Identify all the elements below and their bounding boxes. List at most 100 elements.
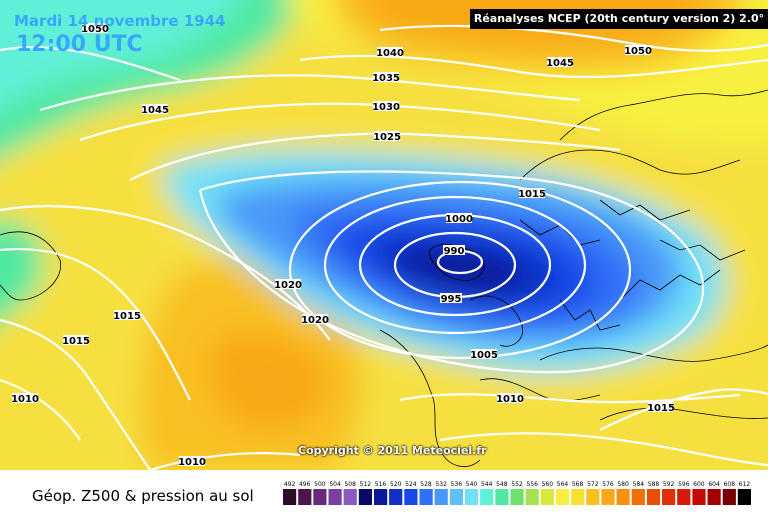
legend-swatch (555, 489, 570, 505)
isobar-label: 1010 (178, 456, 206, 468)
isobar-label: 1050 (624, 45, 652, 57)
isobar-label: 1020 (301, 314, 329, 326)
legend-swatch (495, 489, 509, 505)
isobar-label: 1045 (141, 104, 169, 116)
isobar-label: 1050 (81, 23, 109, 35)
isobar-label: 1045 (546, 57, 574, 69)
legend-tick-label: 608 (724, 481, 736, 488)
legend-tick-label: 540 (466, 481, 478, 488)
svg-text:1050: 1050 (81, 24, 109, 35)
legend-tick-label: 588 (648, 481, 660, 488)
legend-tick-label: 508 (344, 481, 356, 488)
legend-swatch (601, 489, 615, 505)
isobar-label: 1010 (496, 393, 524, 405)
isobar-labels: 1050 1040 1045 1050 1045 1035 1030 1025 … (11, 23, 675, 468)
legend-tick-label: 496 (299, 481, 311, 488)
legend-tick-label: 520 (390, 481, 402, 488)
legend-swatch (328, 489, 342, 505)
legend-swatch (510, 489, 524, 505)
svg-text:1045: 1045 (546, 58, 574, 69)
legend-swatch (616, 489, 630, 505)
synoptic-map: 1050 1040 1045 1050 1045 1035 1030 1025 … (0, 0, 768, 470)
legend-swatch (374, 489, 388, 505)
isobar-label: 1000 (445, 213, 473, 225)
legend-tick-label: 584 (633, 481, 645, 488)
svg-text:1005: 1005 (470, 350, 498, 361)
legend-tick-label: 544 (481, 481, 493, 488)
svg-text:1015: 1015 (62, 336, 90, 347)
legend-swatch (480, 489, 494, 505)
svg-text:1010: 1010 (178, 457, 206, 468)
svg-text:990: 990 (444, 246, 465, 257)
legend-tick-label: 560 (542, 481, 554, 488)
legend-swatch (631, 489, 645, 505)
svg-text:1040: 1040 (376, 48, 404, 59)
isobar-label: 1040 (376, 47, 404, 59)
svg-text:1050: 1050 (624, 46, 652, 57)
svg-text:1020: 1020 (301, 315, 329, 326)
legend-tick-label: 576 (602, 481, 614, 488)
z500-field (0, 0, 768, 470)
isobar-label: 1005 (470, 349, 498, 361)
isobar-label: 1015 (518, 188, 546, 200)
map-time: 12:00 UTC (16, 32, 143, 57)
legend-tick-label: 568 (572, 481, 584, 488)
legend-tick-label: 612 (739, 481, 751, 488)
legend-tick-label: 604 (708, 481, 720, 488)
isobar-label: 990 (443, 245, 465, 257)
legend-tick-label: 536 (451, 481, 463, 488)
legend-tick-label: 504 (329, 481, 341, 488)
isobar-label: 1025 (373, 131, 401, 143)
legend-swatch (464, 489, 479, 505)
legend-swatch (586, 489, 600, 505)
map-date: Mardi 14 novembre 1944 (14, 12, 226, 30)
isobar-label: 1010 (11, 393, 39, 405)
legend-swatch (343, 489, 357, 505)
isobar-label: 1015 (113, 310, 141, 322)
legend-tick-label: 512 (360, 481, 372, 488)
legend-swatch (692, 489, 706, 505)
legend-swatch (525, 489, 539, 505)
legend-tick-label: 572 (587, 481, 599, 488)
legend-swatch (358, 489, 372, 505)
svg-text:1020: 1020 (274, 280, 302, 291)
legend-swatch (646, 489, 661, 505)
isobar-label: 995 (440, 293, 462, 305)
legend-tick-label: 564 (557, 481, 569, 488)
legend-tick-label: 592 (663, 481, 675, 488)
legend-ticks: 492 496 500 504 508 512 516 520 524 528 532 536 540 5… (284, 481, 750, 488)
svg-text:1035: 1035 (372, 73, 400, 84)
svg-text:1015: 1015 (518, 189, 546, 200)
legend-tick-label: 580 (617, 481, 629, 488)
legend-tick-label: 548 (496, 481, 508, 488)
footer-title: Géop. Z500 & pression au sol (32, 487, 254, 505)
legend-swatch (722, 489, 736, 505)
isobar-label: 1020 (274, 279, 302, 291)
legend-swatch (283, 489, 297, 505)
legend-tick-label: 524 (405, 481, 417, 488)
svg-text:1010: 1010 (11, 394, 39, 405)
legend-swatches (283, 489, 751, 505)
legend-tick-label: 596 (678, 481, 690, 488)
isobar-label: 1015 (62, 335, 90, 347)
svg-text:1010: 1010 (496, 394, 524, 405)
color-legend: 492 496 500 504 508 512 516 520 524 528 532 536 540 5… (283, 481, 751, 505)
legend-tick-label: 492 (284, 481, 296, 488)
legend-swatch (677, 489, 691, 505)
svg-text:995: 995 (441, 294, 462, 305)
copyright-text: Copyright © 2011 Meteociel.fr (298, 444, 487, 457)
svg-text:1045: 1045 (141, 105, 169, 116)
legend-swatch (540, 489, 554, 505)
reanalysis-banner: Réanalyses NCEP (20th century version 2)… (470, 9, 768, 29)
legend-swatch (419, 489, 433, 505)
legend-swatch (298, 489, 312, 505)
svg-text:1025: 1025 (373, 132, 401, 143)
legend-tick-label: 500 (314, 481, 326, 488)
legend-swatch (389, 489, 403, 505)
legend-swatch (404, 489, 418, 505)
svg-text:1015: 1015 (113, 311, 141, 322)
svg-text:1000: 1000 (445, 214, 473, 225)
legend-swatch (434, 489, 448, 505)
isobar-label: 1035 (372, 72, 400, 84)
